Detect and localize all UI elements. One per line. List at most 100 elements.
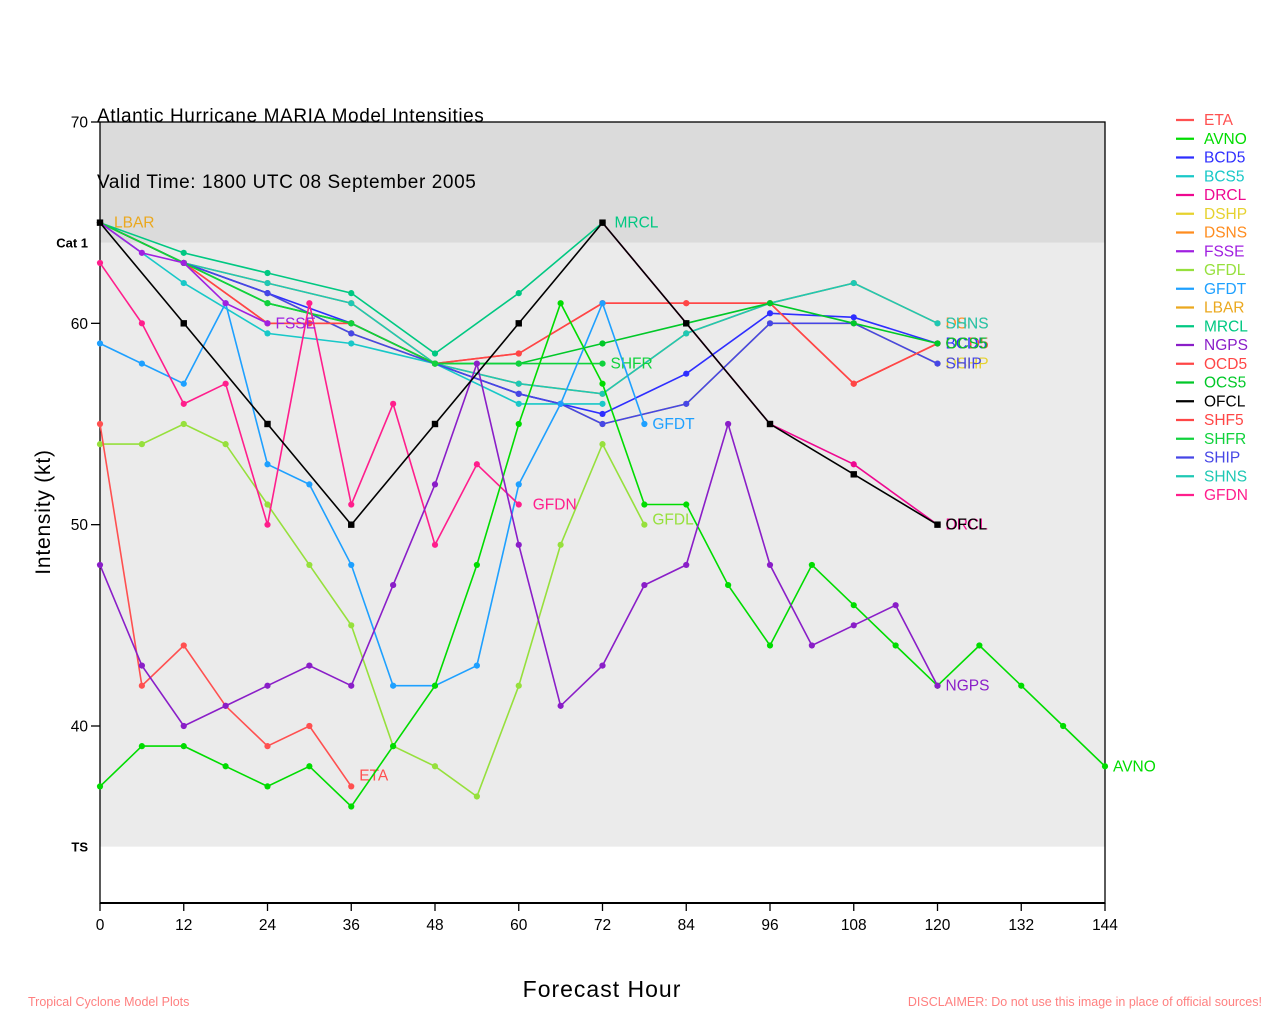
x-tick-label: 108	[841, 917, 867, 934]
data-point-NGPS	[306, 662, 313, 669]
data-point-OCS5	[934, 340, 941, 347]
series-line-GFDL	[100, 423, 646, 798]
legend-label-OCS5: OCS5	[1204, 375, 1246, 392]
series-AVNO: AVNO	[96, 300, 1156, 810]
band-ts-to-cat1	[100, 242, 1105, 847]
data-point-NGPS	[96, 561, 104, 569]
data-point-SHIP	[599, 420, 606, 428]
y-tick-label: 60	[71, 316, 89, 333]
data-point-FSSE	[180, 259, 187, 267]
data-point-MRCL	[515, 290, 522, 297]
legend-label-DSHP: DSHP	[1204, 206, 1247, 223]
x-tick-label: 84	[678, 917, 696, 934]
data-point-SHIP	[683, 400, 690, 407]
data-point-GFDL	[138, 441, 145, 448]
series-line-GFDT	[99, 300, 646, 687]
data-point-SHIP	[348, 330, 355, 337]
y-tick-label: 70	[71, 115, 89, 132]
series-NGPS: NGPS	[96, 360, 989, 730]
data-point-NGPS	[264, 682, 271, 689]
data-point-GFDL	[599, 441, 606, 448]
data-point-SHNS	[934, 320, 941, 327]
data-point-MRCL	[431, 350, 439, 357]
data-point-OCS5	[766, 300, 774, 307]
series-label-OCS5: OCS5	[946, 335, 988, 352]
legend-label-BCD5: BCD5	[1204, 150, 1245, 167]
data-point-SHNS	[264, 279, 271, 287]
data-point-AVNO	[264, 783, 271, 790]
data-point-AVNO	[892, 642, 899, 649]
data-point-GFDL	[96, 441, 104, 448]
series-label-FSSE: FSSE	[276, 315, 316, 332]
data-point-GFDN	[222, 380, 229, 387]
data-point-BCS5	[348, 340, 355, 347]
legend-label-OCD5: OCD5	[1204, 356, 1247, 373]
data-point-MRCL	[180, 249, 187, 256]
legend-label-NGPS: NGPS	[1204, 337, 1248, 354]
band-below-ts	[100, 846, 1105, 904]
data-point-BCS5	[515, 400, 522, 407]
data-point-AVNO	[431, 682, 439, 689]
data-point-OFCL	[264, 420, 271, 428]
data-point-GFDN	[306, 300, 313, 307]
series-label-OFCL: OFCL	[946, 517, 988, 534]
data-point-GFDT	[96, 340, 104, 347]
data-point-BCD5	[599, 410, 606, 418]
series-label-GFDT: GFDT	[652, 416, 695, 433]
data-point-GFDL	[222, 441, 229, 448]
data-point-AVNO	[515, 420, 522, 428]
data-point-AVNO	[306, 763, 313, 770]
data-point-GFDT	[390, 682, 397, 689]
data-point-NGPS	[850, 622, 857, 629]
data-point-AVNO	[766, 642, 774, 649]
y-tick-label: 50	[71, 517, 89, 534]
legend-label-OFCL: OFCL	[1204, 393, 1246, 410]
series-label-OCD5: OCD5	[946, 335, 989, 352]
data-point-GFDT	[641, 420, 648, 428]
data-point-SHFR	[348, 320, 355, 327]
data-point-AVNO	[1060, 722, 1067, 730]
x-axis-label: Forecast Hour	[522, 976, 682, 1002]
series-line-SHIP	[99, 221, 938, 425]
data-point-GFDN	[515, 501, 522, 508]
data-point-GFDT	[515, 481, 522, 488]
legend-label-SHNS: SHNS	[1204, 468, 1247, 485]
x-tick-label: 96	[761, 917, 778, 934]
data-point-NGPS	[138, 662, 145, 669]
data-point-BCS5	[599, 400, 606, 407]
data-point-BCD5	[766, 310, 774, 317]
data-point-AVNO	[390, 743, 397, 750]
legend-label-SHFR: SHFR	[1204, 431, 1246, 448]
data-point-GFDN	[180, 400, 187, 407]
data-point-OFCL	[850, 471, 857, 478]
data-point-NGPS	[348, 682, 355, 689]
data-point-GFDT	[599, 300, 606, 307]
data-point-ETA	[264, 743, 271, 750]
legend-label-DSNS: DSNS	[1204, 225, 1247, 242]
series-line-OCD5	[99, 221, 938, 385]
axes: 0 12 24 36 48 60 72 84 96 108 120 132 144 70 60 50 40 Cat…	[56, 115, 1118, 935]
data-point-GFDN	[431, 541, 439, 548]
data-point-OCS5	[850, 320, 857, 327]
data-point-AVNO	[1101, 763, 1109, 770]
series-GFDL: GFDL	[96, 420, 694, 800]
threshold-label-cat-1: Cat 1	[56, 235, 88, 250]
data-point-GFDN	[473, 461, 480, 468]
data-point-SHIP	[934, 360, 941, 367]
data-point-SHIP	[515, 390, 522, 397]
data-point-OFCL	[934, 521, 941, 528]
series-label-DSNS: DSNS	[946, 315, 989, 332]
data-point-OCD5	[683, 300, 690, 307]
x-tick-label: 24	[259, 917, 277, 934]
data-point-AVNO	[557, 300, 564, 307]
series-label-BCD5: BCD5	[946, 335, 987, 352]
data-point-MRCL	[264, 269, 271, 277]
data-point-GFDT	[180, 380, 187, 387]
series-label-DSHP: DSHP	[946, 356, 989, 373]
data-point-SHNS	[599, 390, 606, 397]
data-point-GFDT	[473, 662, 480, 669]
data-point-GFDN	[96, 259, 104, 267]
data-point-OFCL	[180, 320, 187, 327]
